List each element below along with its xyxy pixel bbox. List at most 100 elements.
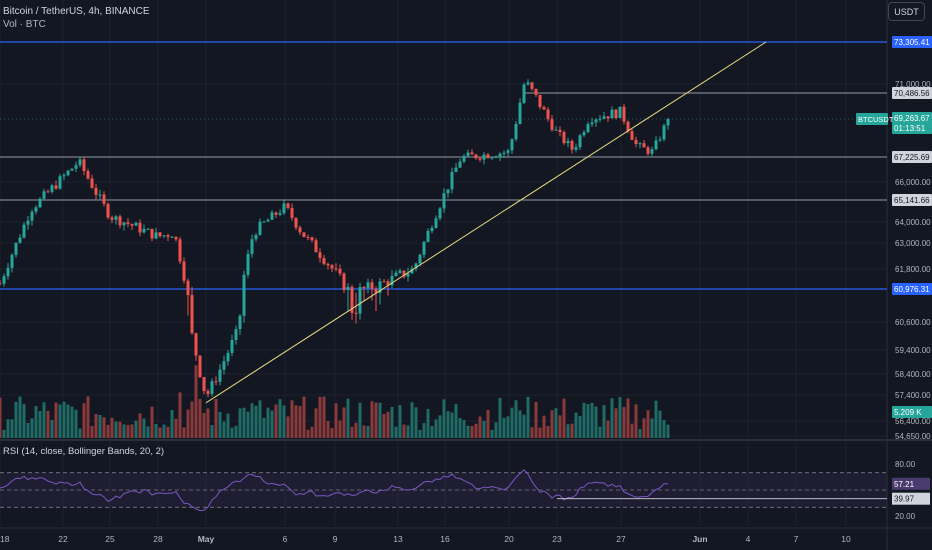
candle-body — [626, 121, 630, 132]
volume-bar — [618, 397, 622, 438]
candle-body — [122, 222, 126, 226]
candle-body — [138, 222, 142, 233]
candle-body — [418, 254, 422, 264]
volume-bar — [322, 396, 326, 438]
candle-body — [510, 139, 514, 151]
volume-bar — [310, 426, 314, 438]
candle-body — [354, 312, 358, 314]
candle-body — [82, 159, 86, 172]
trendline — [205, 41, 767, 404]
candle-body — [614, 109, 618, 118]
candle-body — [194, 333, 198, 356]
price-tick: 57,400.00 — [895, 391, 931, 400]
candle-body — [458, 161, 462, 168]
rsi-line — [0, 469, 669, 512]
candle-body — [86, 171, 90, 179]
candle-body — [106, 203, 110, 218]
volume-bar — [326, 421, 330, 438]
candle-body — [666, 119, 670, 126]
volume-bar — [82, 403, 86, 438]
candle-body — [530, 82, 534, 89]
candle-body — [470, 152, 474, 155]
candle-body — [454, 167, 458, 172]
volume-bar — [126, 424, 130, 438]
volume-bar — [622, 406, 626, 438]
candle-body — [502, 152, 506, 154]
candle-body — [558, 129, 562, 133]
candle-body — [482, 154, 486, 160]
level-badge-text: 67,225.69 — [894, 153, 930, 162]
volume-bar — [578, 415, 582, 438]
candles — [0, 79, 670, 398]
volume-bar — [506, 416, 510, 438]
volume-bar — [130, 424, 134, 438]
candle-body — [658, 139, 662, 141]
volume-bar — [418, 429, 422, 438]
candle-body — [206, 391, 210, 394]
volume-bar — [566, 424, 570, 438]
candle-body — [366, 282, 370, 289]
candle-body — [214, 381, 218, 383]
currency-button[interactable]: USDT — [888, 2, 925, 21]
candle-body — [98, 194, 102, 196]
candle-body — [478, 158, 482, 160]
candle-body — [378, 281, 382, 293]
volume-bar — [194, 365, 198, 438]
candle-body — [0, 283, 2, 285]
candle-body — [622, 106, 626, 122]
candle-body — [430, 227, 434, 231]
volume-bar — [290, 400, 294, 438]
symbol-title[interactable]: Bitcoin / TetherUS, 4h, BINANCE — [3, 6, 150, 17]
time-axis: 18 22 25 28 May 6 9 13 16 20 23 27 Jun 4 7 10 — [0, 534, 851, 544]
candle-body — [10, 254, 14, 268]
price-tick: 63,000.00 — [895, 239, 931, 248]
rsi-value-text: 57.21 — [894, 480, 915, 489]
volume-bar — [426, 408, 430, 438]
volume-bar — [378, 402, 382, 438]
candle-body — [178, 239, 182, 262]
volume-bar — [270, 410, 274, 438]
level-badge — [892, 151, 932, 163]
candle-body — [302, 232, 306, 237]
volume-bar — [594, 406, 598, 438]
candle-body — [66, 170, 70, 176]
candle-body — [154, 232, 158, 239]
volume-bar — [466, 425, 470, 438]
volume-bar — [254, 405, 258, 438]
candle-body — [330, 265, 334, 269]
volume-bar — [34, 406, 38, 438]
candle-body — [638, 143, 642, 145]
volume-bar — [54, 402, 58, 438]
volume-bar — [630, 423, 634, 438]
price-tick: 71,000.00 — [895, 80, 931, 89]
volume-bar — [342, 407, 346, 438]
volume-bar — [590, 402, 594, 438]
volume-bar — [226, 413, 230, 438]
candle-body — [434, 218, 438, 228]
price-tick: 56,400.00 — [895, 417, 931, 426]
level-badge — [892, 36, 932, 48]
volume-bar — [162, 424, 166, 438]
volume-bar — [66, 404, 70, 438]
volume-bar — [78, 428, 82, 438]
time-tick: 6 — [283, 534, 288, 544]
candle-body — [186, 280, 190, 296]
candle-body — [662, 125, 666, 140]
candle-body — [2, 276, 6, 284]
volume-bar — [94, 414, 98, 438]
candle-body — [522, 84, 526, 103]
volume-bar — [74, 409, 78, 438]
candle-body — [238, 315, 242, 330]
volume-bar — [154, 423, 158, 438]
volume-bar — [282, 405, 286, 438]
volume-bar — [198, 398, 202, 438]
volume-bar — [398, 405, 402, 438]
price-tick: 58,400.00 — [895, 370, 931, 379]
volume-bar — [602, 405, 606, 438]
volume-bar — [86, 396, 90, 438]
candle-body — [286, 203, 290, 208]
candle-body — [654, 140, 658, 150]
volume-bar — [10, 419, 14, 438]
candle-body — [590, 122, 594, 125]
